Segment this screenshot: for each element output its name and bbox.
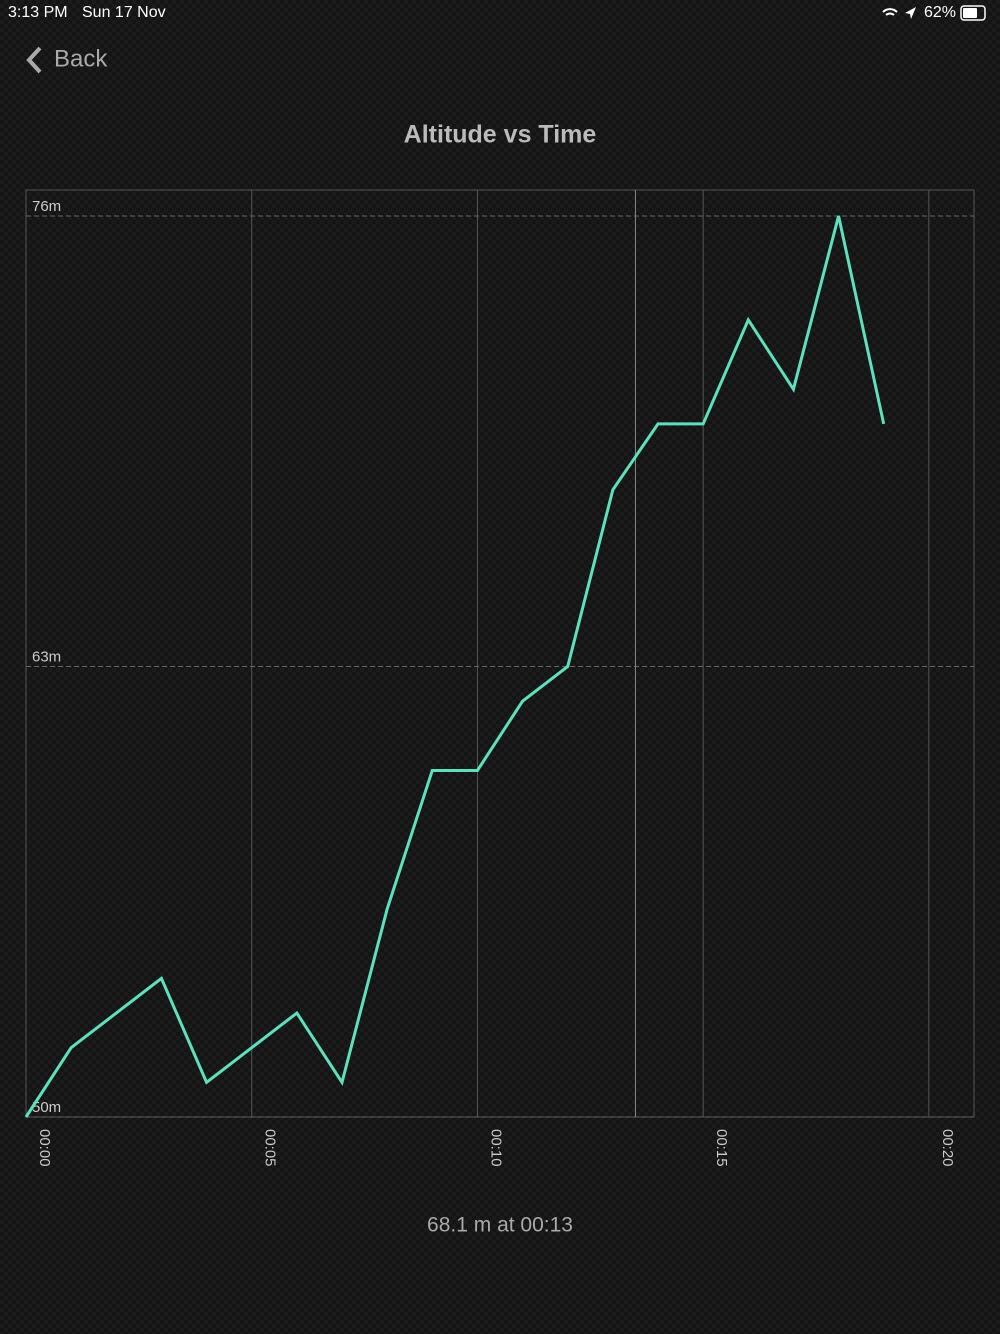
back-button[interactable]: Back (26, 45, 108, 74)
status-battery: 62% (924, 4, 956, 21)
wifi-icon (882, 8, 898, 16)
altitude-line (24, 215, 886, 1118)
location-icon (905, 7, 916, 19)
x-tick-label: 00:15 (713, 1129, 730, 1167)
plot-frame (25, 189, 975, 1118)
x-tick-label: 00:00 (36, 1129, 53, 1167)
y-tick-label: 63m (32, 648, 61, 665)
back-label[interactable]: Back (54, 45, 108, 72)
battery-icon (960, 5, 986, 21)
readout: 68.1 m at 00:13 (427, 1214, 573, 1237)
back-chevron[interactable] (26, 46, 42, 74)
status-time: 3:13 PM (8, 4, 68, 21)
x-tick-label: 00:20 (939, 1129, 956, 1167)
battery-level (963, 8, 977, 18)
x-tick-label: 00:10 (487, 1129, 504, 1167)
status-date: Sun 17 Nov (82, 4, 166, 21)
y-tick-label: 76m (32, 198, 61, 215)
x-tick-label: 00:05 (262, 1129, 279, 1167)
y-tick-label: 50m (32, 1099, 61, 1116)
chart-title: Altitude vs Time (404, 121, 597, 149)
